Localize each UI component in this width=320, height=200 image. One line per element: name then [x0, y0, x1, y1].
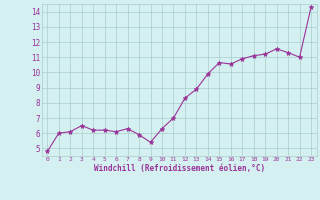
X-axis label: Windchill (Refroidissement éolien,°C): Windchill (Refroidissement éolien,°C) — [94, 164, 265, 173]
